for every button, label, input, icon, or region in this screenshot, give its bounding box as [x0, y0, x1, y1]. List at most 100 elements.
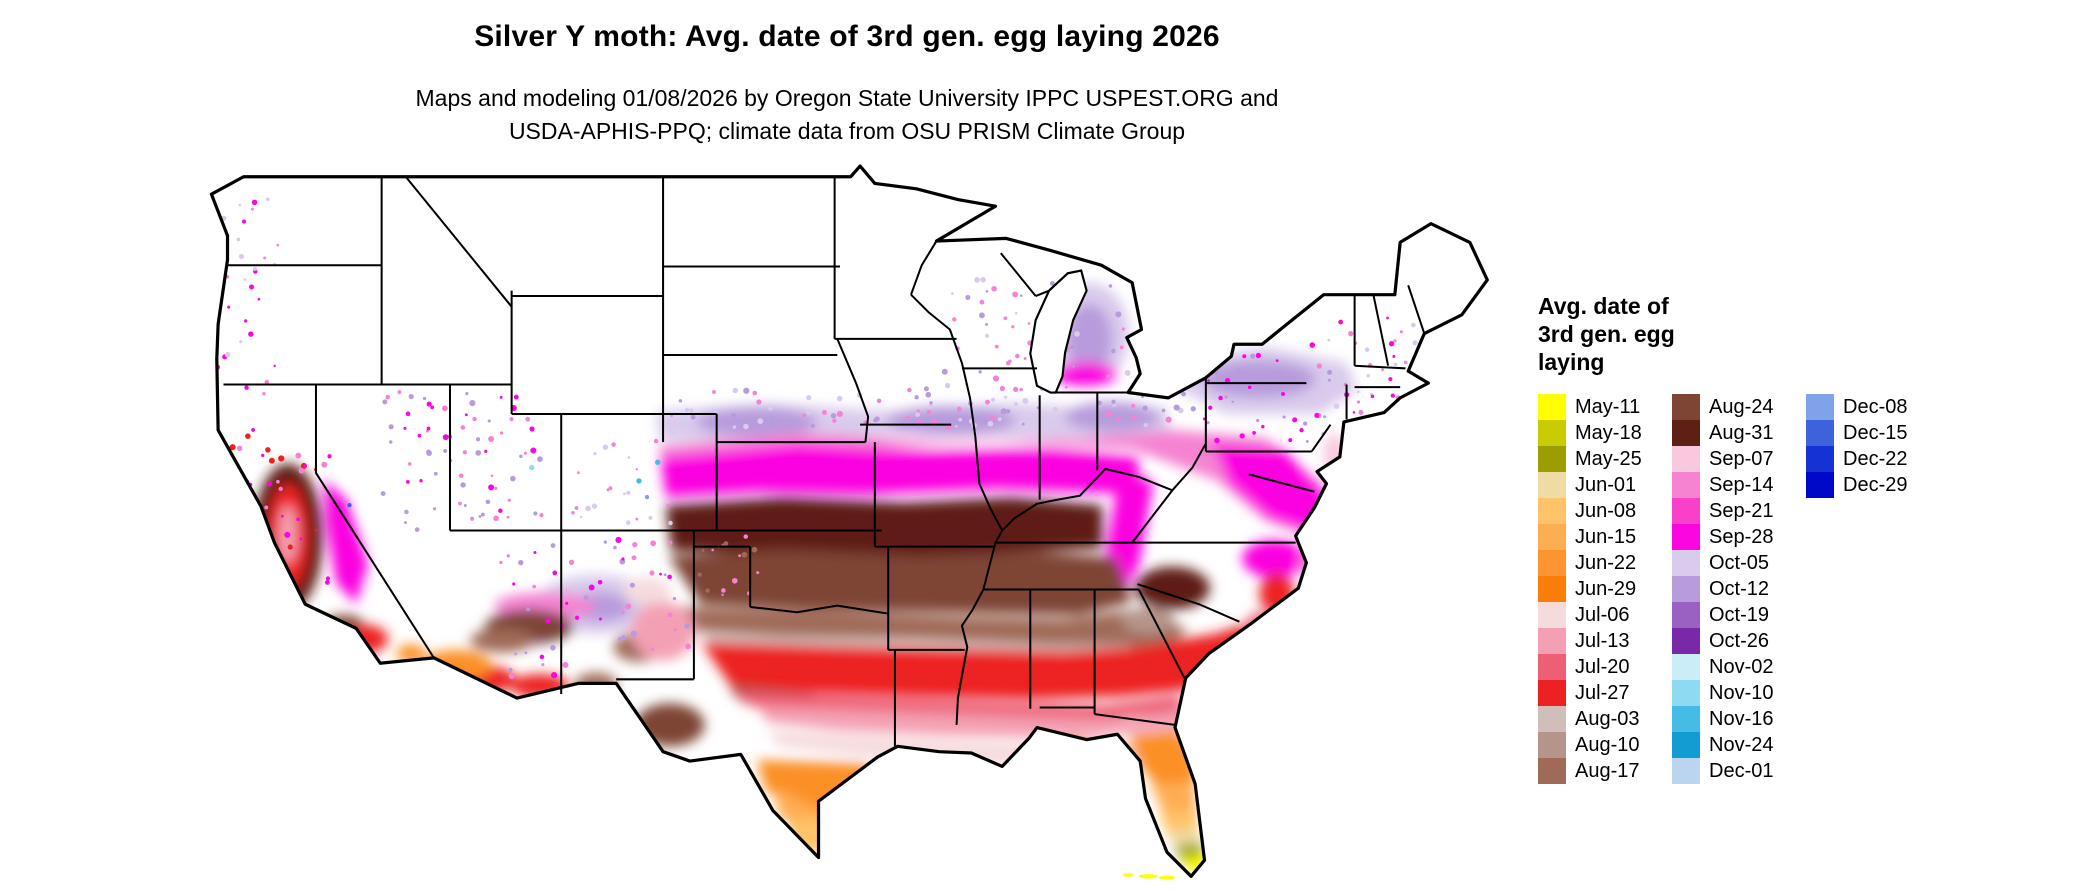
legend-swatch: [1672, 628, 1700, 654]
legend-label: Jun-08: [1575, 499, 1637, 522]
legend-row: Jul-27: [1538, 680, 1672, 706]
legend-label: Sep-14: [1709, 473, 1774, 496]
legend-swatch: [1538, 576, 1566, 602]
legend-row: Jun-01: [1538, 472, 1672, 498]
legend-swatch: [1538, 628, 1566, 654]
legend-label: Oct-26: [1709, 629, 1770, 652]
legend-swatch: [1806, 472, 1834, 498]
legend-swatch: [1672, 680, 1700, 706]
legend-label: Oct-19: [1709, 603, 1770, 626]
legend-row: Aug-03: [1538, 706, 1672, 732]
legend-row: Jul-20: [1538, 654, 1672, 680]
legend-row: Nov-10: [1672, 680, 1806, 706]
legend-swatch: [1538, 420, 1566, 446]
legend-label: Jul-13: [1575, 629, 1630, 652]
legend-swatch: [1538, 446, 1566, 472]
legend-label: Jun-01: [1575, 473, 1637, 496]
page-title: Silver Y moth: Avg. date of 3rd gen. egg…: [474, 20, 1220, 53]
legend-swatch: [1672, 654, 1700, 680]
legend-title-line-3: laying: [1538, 349, 1605, 375]
legend-row: May-11: [1538, 394, 1672, 420]
legend-columns: May-11 May-18 May-25 Jun-01 Jun-08 Jun-15 Jun-…: [1538, 394, 1940, 784]
legend-row: Dec-29: [1806, 472, 1940, 498]
legend-label: Oct-12: [1709, 577, 1770, 600]
legend-row: May-18: [1538, 420, 1672, 446]
legend-row: Oct-19: [1672, 602, 1806, 628]
legend: Avg. date of 3rd gen. egg laying May-11 M…: [1538, 292, 1940, 784]
us-outline: [209, 164, 1489, 878]
legend-row: Aug-31: [1672, 420, 1806, 446]
legend-swatch: [1538, 550, 1566, 576]
legend-swatch: [1672, 602, 1700, 628]
legend-swatch: [1672, 758, 1700, 784]
legend-swatch: [1672, 420, 1700, 446]
legend-title: Avg. date of 3rd gen. egg laying: [1538, 292, 1940, 376]
legend-row: Sep-07: [1672, 446, 1806, 472]
lake-michigan: [1029, 269, 1088, 394]
legend-title-line-1: Avg. date of: [1538, 293, 1669, 319]
legend-row: Dec-01: [1672, 758, 1806, 784]
legend-swatch: [1672, 498, 1700, 524]
legend-label: Sep-28: [1709, 525, 1774, 548]
legend-row: Sep-28: [1672, 524, 1806, 550]
legend-label: Dec-08: [1843, 395, 1908, 418]
legend-row: Oct-12: [1672, 576, 1806, 602]
map-cold-speckles: [347, 459, 661, 508]
legend-row: Sep-21: [1672, 498, 1806, 524]
legend-swatch: [1538, 472, 1566, 498]
legend-swatch: [1538, 758, 1566, 784]
legend-swatch: [1672, 446, 1700, 472]
legend-column: Aug-24 Aug-31 Sep-07 Sep-14 Sep-21 Sep-28 Oct-…: [1672, 394, 1806, 784]
legend-label: May-25: [1575, 447, 1642, 470]
legend-label: Sep-21: [1709, 499, 1774, 522]
legend-row: Jun-15: [1538, 524, 1672, 550]
legend-swatch: [1538, 654, 1566, 680]
legend-label: Oct-05: [1709, 551, 1770, 574]
legend-row: Nov-16: [1672, 706, 1806, 732]
legend-label: Sep-07: [1709, 447, 1774, 470]
legend-swatch: [1538, 732, 1566, 758]
legend-swatch: [1672, 550, 1700, 576]
legend-title-line-2: 3rd gen. egg: [1538, 321, 1675, 347]
legend-swatch: [1672, 706, 1700, 732]
legend-label: Nov-16: [1709, 707, 1774, 730]
legend-label: Dec-01: [1709, 759, 1774, 782]
legend-label: Nov-02: [1709, 655, 1774, 678]
legend-swatch: [1538, 394, 1566, 420]
legend-row: Oct-05: [1672, 550, 1806, 576]
legend-label: Aug-10: [1575, 733, 1640, 756]
legend-swatch: [1806, 420, 1834, 446]
legend-swatch: [1672, 524, 1700, 550]
subtitle-line-1: Maps and modeling 01/08/2026 by Oregon S…: [415, 85, 1279, 111]
legend-label: Nov-24: [1709, 733, 1774, 756]
legend-label: Jul-20: [1575, 655, 1630, 678]
legend-row: Jun-22: [1538, 550, 1672, 576]
florida-keys-marks: [1122, 873, 1176, 879]
legend-swatch: [1538, 498, 1566, 524]
legend-row: Dec-22: [1806, 446, 1940, 472]
legend-swatch: [1672, 394, 1700, 420]
legend-swatch: [1538, 680, 1566, 706]
legend-row: Dec-08: [1806, 394, 1940, 420]
subtitle-line-2: USDA-APHIS-PPQ; climate data from OSU PR…: [508, 118, 1186, 144]
legend-label: May-11: [1575, 395, 1641, 418]
legend-label: Jun-29: [1575, 577, 1637, 600]
legend-label: Jun-15: [1575, 525, 1637, 548]
legend-label: Aug-17: [1575, 759, 1640, 782]
legend-row: Aug-24: [1672, 394, 1806, 420]
legend-swatch: [1806, 394, 1834, 420]
legend-row: Jul-13: [1538, 628, 1672, 654]
state-borders: [223, 176, 1426, 747]
legend-row: Oct-26: [1672, 628, 1806, 654]
legend-label: Jul-06: [1575, 603, 1630, 626]
legend-swatch: [1672, 576, 1700, 602]
page-subtitle: Maps and modeling 01/08/2026 by Oregon S…: [0, 82, 1694, 148]
legend-swatch: [1538, 706, 1566, 732]
legend-label: Aug-03: [1575, 707, 1640, 730]
legend-swatch: [1672, 472, 1700, 498]
legend-row: Jun-29: [1538, 576, 1672, 602]
legend-row: Aug-17: [1538, 758, 1672, 784]
legend-row: Aug-10: [1538, 732, 1672, 758]
legend-row: Dec-15: [1806, 420, 1940, 446]
